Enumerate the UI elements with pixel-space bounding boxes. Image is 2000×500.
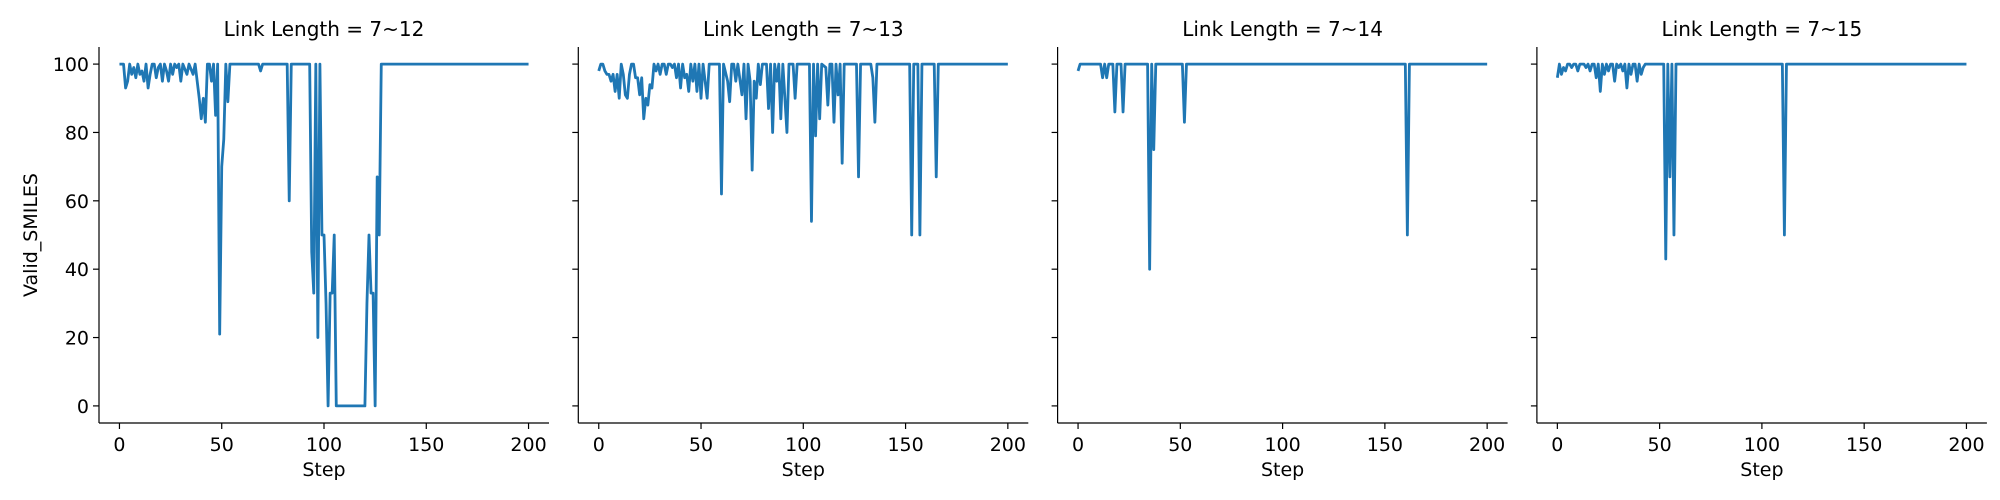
x-tick-label: 0 <box>113 434 125 456</box>
panel-title: Link Length = 7~13 <box>703 17 904 41</box>
x-axis-label: Step <box>302 459 345 481</box>
x-tick-label: 50 <box>1168 434 1192 456</box>
x-tick-label: 200 <box>1469 434 1505 456</box>
y-tick-label: 40 <box>65 259 89 281</box>
x-tick-label: 150 <box>887 434 923 456</box>
x-tick-label: 50 <box>1648 434 1672 456</box>
panel-title: Link Length = 7~14 <box>1182 17 1383 41</box>
data-line <box>1076 62 1488 271</box>
x-tick-label: 0 <box>593 434 605 456</box>
y-axis-label: Valid_SMILES <box>20 173 42 297</box>
panel-title: Link Length = 7~12 <box>224 17 425 41</box>
x-tick-label: 50 <box>210 434 234 456</box>
x-tick-label: 100 <box>785 434 821 456</box>
y-tick-label: 20 <box>65 328 89 350</box>
y-tick-label: 100 <box>53 54 89 76</box>
x-tick-label: 150 <box>1846 434 1882 456</box>
x-tick-label: 100 <box>1264 434 1300 456</box>
x-tick-label: 100 <box>1744 434 1780 456</box>
x-tick-label: 50 <box>689 434 713 456</box>
x-tick-label: 0 <box>1072 434 1084 456</box>
x-tick-label: 200 <box>510 434 546 456</box>
x-tick-label: 150 <box>408 434 444 456</box>
y-tick-label: 80 <box>65 122 89 144</box>
x-tick-label: 150 <box>1367 434 1403 456</box>
data-line <box>597 62 1008 237</box>
x-tick-label: 100 <box>306 434 342 456</box>
data-line <box>1555 62 1967 261</box>
x-tick-label: 0 <box>1551 434 1563 456</box>
x-axis-label: Step <box>1261 459 1304 481</box>
x-axis-label: Step <box>782 459 825 481</box>
y-tick-label: 60 <box>65 191 89 213</box>
x-tick-label: 200 <box>990 434 1026 456</box>
panel-title: Link Length = 7~15 <box>1662 17 1863 41</box>
y-tick-label: 0 <box>77 396 89 418</box>
x-axis-label: Step <box>1740 459 1783 481</box>
data-line <box>119 62 529 408</box>
x-tick-label: 200 <box>1948 434 1984 456</box>
